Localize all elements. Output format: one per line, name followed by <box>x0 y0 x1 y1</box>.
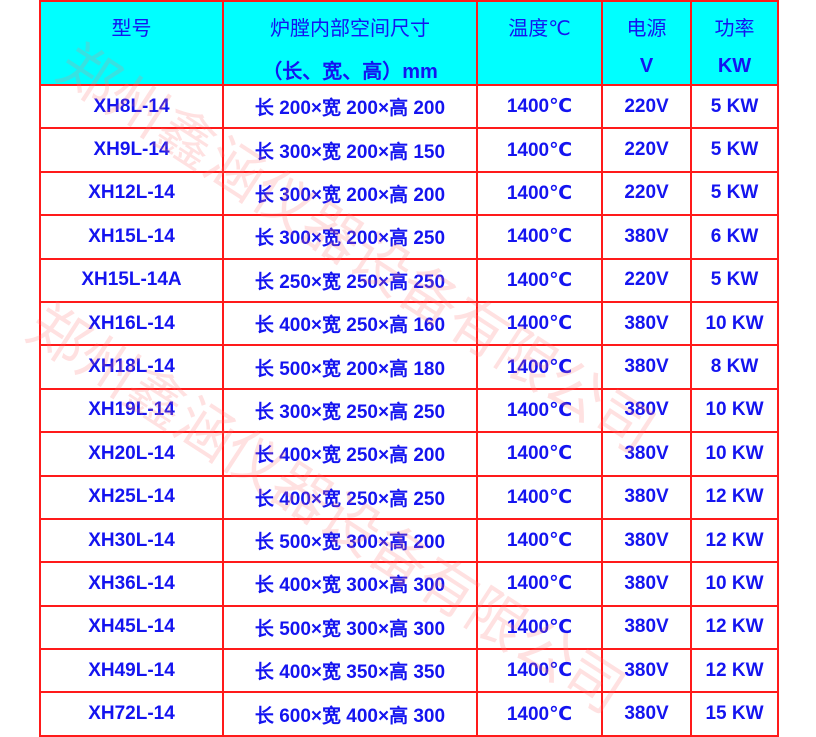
cell-temp: 1400℃ <box>476 344 603 390</box>
cell-power: 6 KW <box>690 214 779 260</box>
cell-voltage: 380V <box>601 431 692 477</box>
cell-voltage: 220V <box>601 257 692 303</box>
table-row: XH36L-14 长 400×宽 300×高 300 1400℃ 380V 10 KW <box>39 561 779 607</box>
cell-size: 长 400×宽 350×高 350 <box>222 648 478 694</box>
cell-temp: 1400℃ <box>476 431 603 477</box>
cell-temp: 1400℃ <box>476 300 603 347</box>
cell-size: 长 300×宽 200×高 250 <box>222 214 478 260</box>
cell-voltage: 220V <box>601 170 692 217</box>
cell-model: XH72L-14 <box>39 691 224 737</box>
cell-voltage: 380V <box>601 214 692 260</box>
table-row: XH19L-14 长 300×宽 250×高 250 1400℃ 380V 10 KW <box>39 387 779 434</box>
cell-voltage: 380V <box>601 474 692 520</box>
header-row: 型号 炉膛内部空间尺寸 （长、宽、高）mm 温度℃ 电源 V 功率 KW <box>39 0 779 86</box>
cell-size: 长 500×宽 300×高 300 <box>222 604 478 651</box>
cell-temp: 1400℃ <box>476 561 603 607</box>
cell-size: 长 300×宽 200×高 150 <box>222 127 478 173</box>
cell-voltage: 380V <box>601 648 692 694</box>
cell-power: 5 KW <box>690 83 779 130</box>
cell-power: 10 KW <box>690 387 779 434</box>
cell-voltage: 220V <box>601 83 692 130</box>
table-row: XH12L-14 长 300×宽 200×高 200 1400℃ 220V 5 KW <box>39 170 779 217</box>
cell-temp: 1400℃ <box>476 648 603 694</box>
table-row: XH15L-14A 长 250×宽 250×高 250 1400℃ 220V 5 KW <box>39 257 779 303</box>
cell-power: 12 KW <box>690 604 779 651</box>
cell-model: XH18L-14 <box>39 344 224 390</box>
header-temp: 温度℃ <box>476 0 603 86</box>
cell-voltage: 380V <box>601 517 692 564</box>
cell-model: XH9L-14 <box>39 127 224 173</box>
cell-voltage: 380V <box>601 300 692 347</box>
table-row: XH15L-14 长 300×宽 200×高 250 1400℃ 380V 6 KW <box>39 214 779 260</box>
table-row: XH20L-14 长 400×宽 250×高 200 1400℃ 380V 10 KW <box>39 431 779 477</box>
table-row: XH30L-14 长 500×宽 300×高 200 1400℃ 380V 12 KW <box>39 517 779 564</box>
cell-power: 8 KW <box>690 344 779 390</box>
cell-power: 12 KW <box>690 517 779 564</box>
cell-model: XH30L-14 <box>39 517 224 564</box>
cell-voltage: 380V <box>601 691 692 737</box>
header-power: 电源 V <box>601 0 692 86</box>
cell-temp: 1400℃ <box>476 474 603 520</box>
cell-power: 10 KW <box>690 300 779 347</box>
cell-power: 15 KW <box>690 691 779 737</box>
cell-voltage: 380V <box>601 561 692 607</box>
cell-size: 长 300×宽 200×高 200 <box>222 170 478 217</box>
cell-power: 5 KW <box>690 170 779 217</box>
cell-size: 长 300×宽 250×高 250 <box>222 387 478 434</box>
cell-model: XH8L-14 <box>39 83 224 130</box>
cell-voltage: 380V <box>601 387 692 434</box>
cell-size: 长 200×宽 200×高 200 <box>222 83 478 130</box>
cell-temp: 1400℃ <box>476 127 603 173</box>
cell-temp: 1400℃ <box>476 387 603 434</box>
cell-model: XH12L-14 <box>39 170 224 217</box>
cell-voltage: 380V <box>601 344 692 390</box>
cell-voltage: 220V <box>601 127 692 173</box>
cell-size: 长 500×宽 200×高 180 <box>222 344 478 390</box>
spec-table: 型号 炉膛内部空间尺寸 （长、宽、高）mm 温度℃ 电源 V 功率 KW XH8L-1… <box>39 0 779 737</box>
table-row: XH18L-14 长 500×宽 200×高 180 1400℃ 380V 8 KW <box>39 344 779 390</box>
cell-power: 5 KW <box>690 257 779 303</box>
cell-power: 12 KW <box>690 474 779 520</box>
cell-model: XH19L-14 <box>39 387 224 434</box>
table-row: XH8L-14 长 200×宽 200×高 200 1400℃ 220V 5 KW <box>39 83 779 130</box>
cell-model: XH15L-14 <box>39 214 224 260</box>
cell-model: XH36L-14 <box>39 561 224 607</box>
cell-power: 10 KW <box>690 431 779 477</box>
cell-model: XH20L-14 <box>39 431 224 477</box>
table-row: XH16L-14 长 400×宽 250×高 160 1400℃ 380V 10 KW <box>39 300 779 347</box>
cell-size: 长 400×宽 300×高 300 <box>222 561 478 607</box>
cell-model: XH15L-14A <box>39 257 224 303</box>
cell-temp: 1400℃ <box>476 170 603 217</box>
cell-model: XH16L-14 <box>39 300 224 347</box>
cell-model: XH45L-14 <box>39 604 224 651</box>
cell-temp: 1400℃ <box>476 691 603 737</box>
table-row: XH72L-14 长 600×宽 400×高 300 1400℃ 380V 15 KW <box>39 691 779 737</box>
cell-temp: 1400℃ <box>476 517 603 564</box>
cell-power: 10 KW <box>690 561 779 607</box>
cell-size: 长 500×宽 300×高 200 <box>222 517 478 564</box>
cell-power: 5 KW <box>690 127 779 173</box>
cell-temp: 1400℃ <box>476 257 603 303</box>
table-row: XH49L-14 长 400×宽 350×高 350 1400℃ 380V 12 KW <box>39 648 779 694</box>
cell-size: 长 400×宽 250×高 250 <box>222 474 478 520</box>
cell-voltage: 380V <box>601 604 692 651</box>
header-size: 炉膛内部空间尺寸 （长、宽、高）mm <box>222 0 478 86</box>
table-row: XH25L-14 长 400×宽 250×高 250 1400℃ 380V 12 KW <box>39 474 779 520</box>
cell-power: 12 KW <box>690 648 779 694</box>
cell-size: 长 400×宽 250×高 200 <box>222 431 478 477</box>
cell-temp: 1400℃ <box>476 83 603 130</box>
cell-model: XH49L-14 <box>39 648 224 694</box>
cell-model: XH25L-14 <box>39 474 224 520</box>
cell-temp: 1400℃ <box>476 214 603 260</box>
header-model: 型号 <box>39 0 224 86</box>
cell-size: 长 250×宽 250×高 250 <box>222 257 478 303</box>
table-row: XH9L-14 长 300×宽 200×高 150 1400℃ 220V 5 KW <box>39 127 779 173</box>
cell-temp: 1400℃ <box>476 604 603 651</box>
cell-size: 长 400×宽 250×高 160 <box>222 300 478 347</box>
header-watt: 功率 KW <box>690 0 779 86</box>
table-row: XH45L-14 长 500×宽 300×高 300 1400℃ 380V 12 KW <box>39 604 779 651</box>
cell-size: 长 600×宽 400×高 300 <box>222 691 478 737</box>
